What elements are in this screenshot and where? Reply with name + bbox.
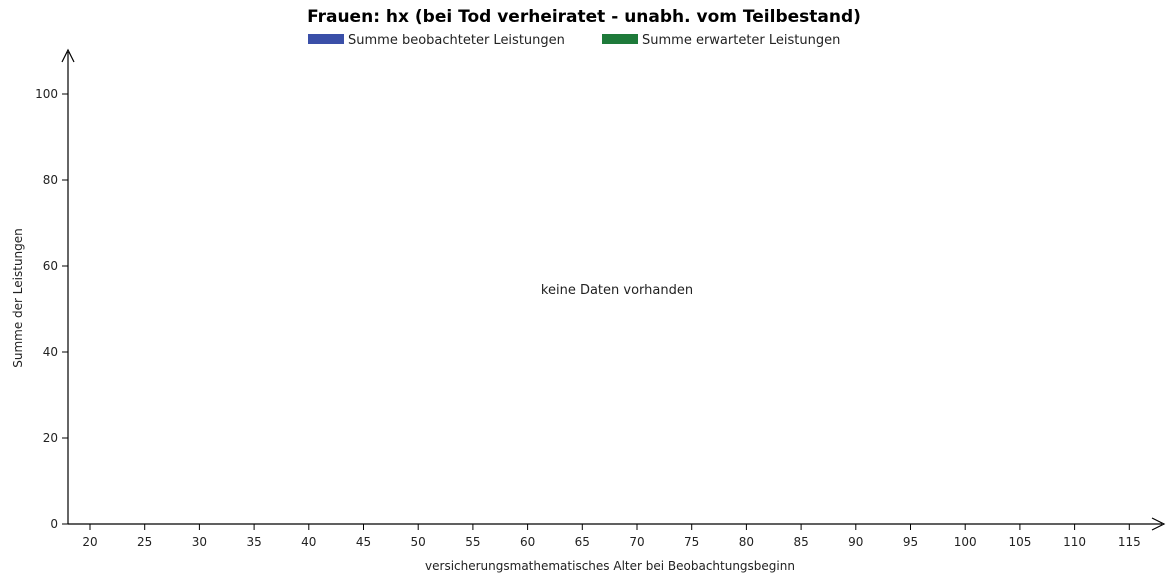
y-tick-label: 20 (43, 431, 58, 445)
y-axis-arrow-icon (61, 48, 75, 63)
x-tick-label: 35 (246, 535, 261, 549)
x-tick-label: 115 (1118, 535, 1141, 549)
chart-title: Frauen: hx (bei Tod verheiratet - unabh.… (307, 7, 861, 27)
y-axis-label: Summe der Leistungen (11, 228, 25, 368)
x-tick-label: 50 (411, 535, 426, 549)
x-tick-label: 60 (520, 535, 535, 549)
x-tick-label: 95 (903, 535, 918, 549)
x-tick-label: 30 (192, 535, 207, 549)
x-tick-label: 85 (793, 535, 808, 549)
x-tick-label: 100 (954, 535, 977, 549)
x-tick-label: 20 (82, 535, 97, 549)
y-ticks: 0 20 40 60 80 100 (35, 87, 68, 531)
x-tick-label: 55 (465, 535, 480, 549)
x-ticks: 20 25 30 35 40 45 50 55 60 65 70 75 80 85 90 95 100 105 11… (82, 524, 1141, 549)
x-tick-label: 110 (1063, 535, 1086, 549)
no-data-message: keine Daten vorhanden (541, 283, 693, 298)
x-axis: 20 25 30 35 40 45 50 55 60 65 70 75 80 85 90 95 100 105 11… (68, 517, 1166, 549)
x-tick-label: 80 (739, 535, 754, 549)
x-tick-label: 105 (1008, 535, 1031, 549)
x-axis-label: versicherungsmathematisches Alter bei Be… (425, 559, 795, 573)
y-tick-label: 100 (35, 87, 58, 101)
x-tick-label: 90 (848, 535, 863, 549)
legend-label-expected: Summe erwarteter Leistungen (642, 33, 840, 48)
y-tick-label: 0 (50, 517, 58, 531)
x-tick-label: 70 (629, 535, 644, 549)
legend: Summe beobachteter Leistungen Summe erwa… (308, 33, 840, 48)
y-axis: 0 20 40 60 80 100 (35, 48, 75, 531)
legend-swatch-expected (602, 34, 638, 44)
x-tick-label: 45 (356, 535, 371, 549)
y-tick-label: 40 (43, 345, 58, 359)
x-tick-label: 40 (301, 535, 316, 549)
y-tick-label: 60 (43, 259, 58, 273)
legend-label-observed: Summe beobachteter Leistungen (348, 33, 565, 48)
x-tick-label: 65 (575, 535, 590, 549)
x-axis-arrow-icon (1151, 517, 1166, 531)
y-tick-label: 80 (43, 173, 58, 187)
legend-swatch-observed (308, 34, 344, 44)
x-tick-label: 75 (684, 535, 699, 549)
x-tick-label: 25 (137, 535, 152, 549)
